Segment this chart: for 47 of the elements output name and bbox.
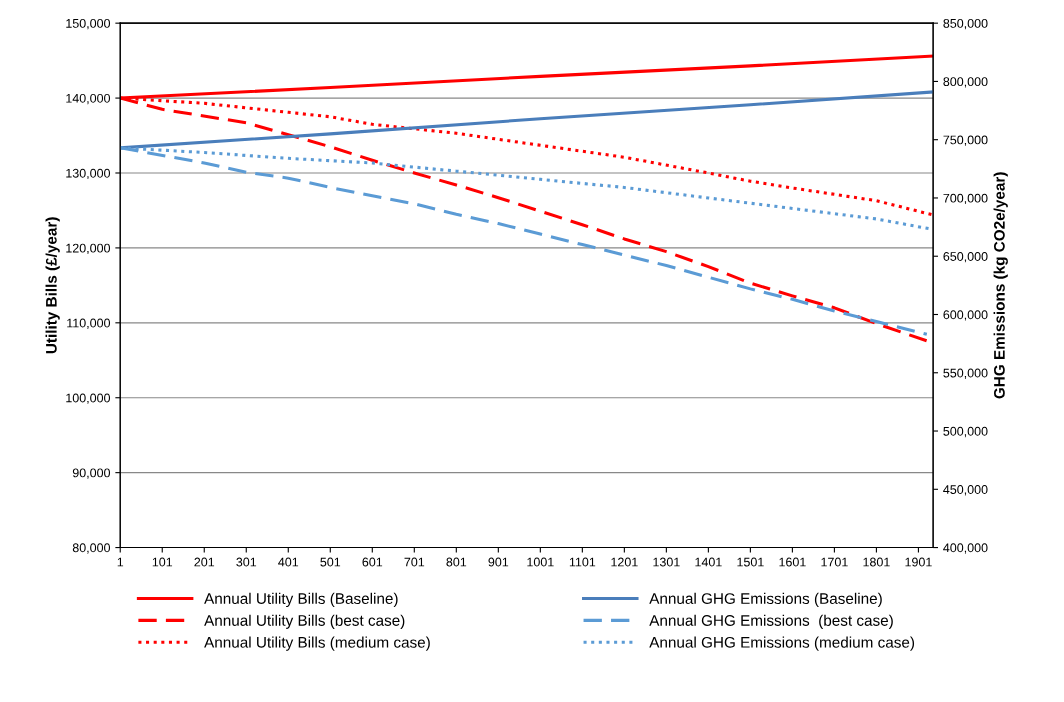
x-tick-label: 1301 xyxy=(653,557,680,567)
y-tick-label: 90,000 xyxy=(72,468,111,479)
x-tick-label: 1601 xyxy=(779,557,806,567)
y2-tick-label: 800,000 xyxy=(943,77,988,88)
x-tick-label: 1201 xyxy=(611,557,638,567)
legend-label: Annual Utility Bills (medium case) xyxy=(204,636,430,651)
y2-tick-label: 550,000 xyxy=(943,368,988,379)
y-tick-label: 140,000 xyxy=(66,93,111,105)
legend-label: Annual GHG Emissions (medium case) xyxy=(649,636,915,651)
y-tick-label: 130,000 xyxy=(66,168,111,180)
x-tick-label: 301 xyxy=(236,557,257,567)
line-series xyxy=(120,90,934,150)
x-tick-label: 901 xyxy=(488,557,509,567)
x-tick-label: 401 xyxy=(278,557,299,567)
legend-label: Annual GHG Emissions (Baseline) xyxy=(649,592,882,608)
x-tick-label: 201 xyxy=(194,557,215,567)
x-tick-label: 601 xyxy=(362,557,383,567)
legend-label: Annual Utility Bills (best case) xyxy=(204,614,405,629)
y2-tick-label: 850,000 xyxy=(943,18,988,30)
y2-tick-label: 750,000 xyxy=(943,135,988,146)
y-tick-label: 120,000 xyxy=(66,243,111,255)
y-axis-title: Utility Bills (£/year) xyxy=(45,217,60,354)
x-tick-label: 1101 xyxy=(569,557,596,567)
x-tick-label: 1501 xyxy=(737,557,764,567)
x-tick-label: 1701 xyxy=(821,557,848,567)
legend-label: Annual Utility Bills (Baseline) xyxy=(204,592,398,608)
x-tick-label: 701 xyxy=(404,557,425,567)
x-tick-label: 1901 xyxy=(905,557,932,567)
y-tick-label: 110,000 xyxy=(67,318,111,329)
y-tick-label: 80,000 xyxy=(72,543,111,554)
y2-tick-label: 600,000 xyxy=(943,310,988,321)
y-tick-label: 100,000 xyxy=(66,393,111,404)
y2-tick-label: 700,000 xyxy=(943,193,988,205)
y2-tick-label: 450,000 xyxy=(943,485,988,496)
x-tick-label: 1401 xyxy=(695,557,722,567)
y2-axis-title: GHG Emissions (kg CO2e/year) xyxy=(993,172,1008,399)
x-tick-label: 501 xyxy=(320,557,341,567)
x-tick-label: 801 xyxy=(446,557,467,567)
x-tick-label: 1801 xyxy=(863,557,890,567)
x-tick-label: 1001 xyxy=(527,557,554,567)
x-tick-label: 1 xyxy=(117,557,124,567)
x-tick-label: 101 xyxy=(152,557,173,567)
y2-tick-label: 500,000 xyxy=(943,426,988,438)
y-tick-label: 150,000 xyxy=(66,18,111,30)
y2-tick-label: 400,000 xyxy=(943,543,988,554)
y2-tick-label: 650,000 xyxy=(943,252,988,263)
legend-label: Annual GHG Emissions (best case) xyxy=(649,614,893,629)
